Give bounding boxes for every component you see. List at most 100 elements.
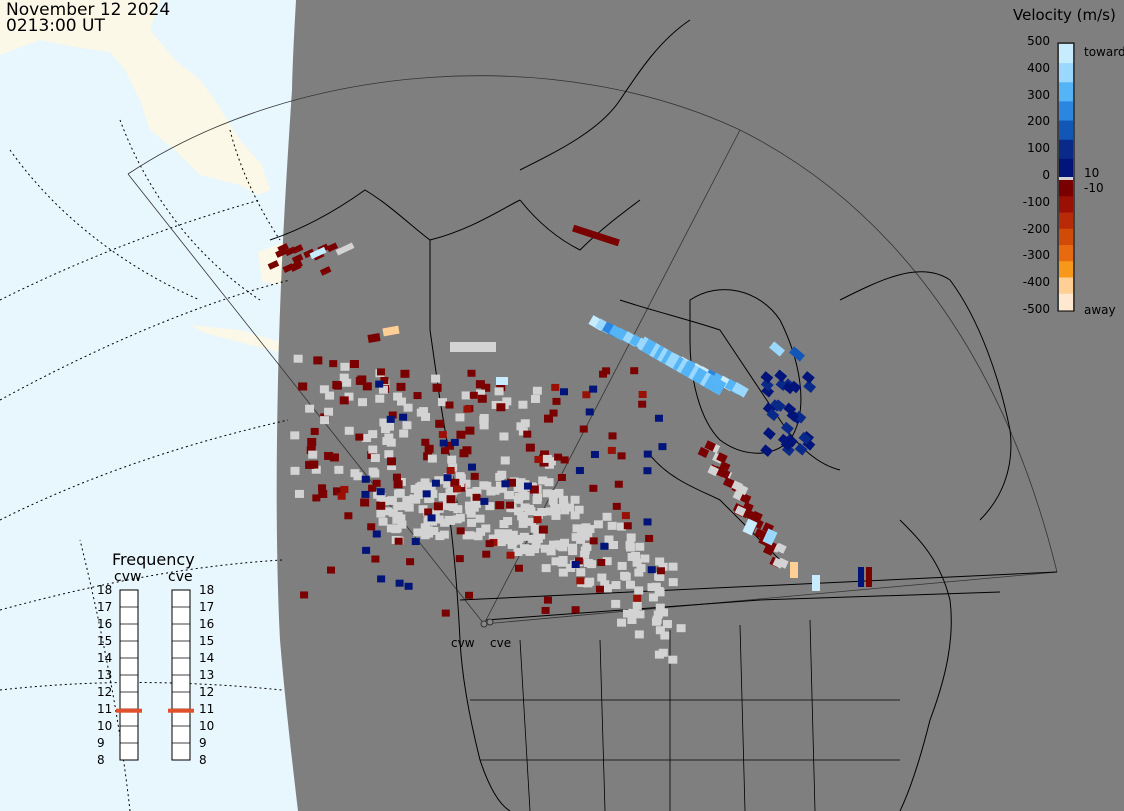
velocity-cell (329, 453, 339, 462)
velocity-cell (532, 386, 542, 395)
velocity-cell (472, 493, 481, 501)
velocity-cell (443, 474, 452, 482)
velocity-cell (455, 413, 465, 422)
velocity-cell (277, 243, 289, 253)
velocity-cell (513, 495, 523, 504)
velocity-cell (446, 466, 455, 474)
velocity-cell (518, 400, 528, 409)
site-cve-marker (486, 618, 494, 626)
velocity-cell (655, 557, 665, 566)
velocity-cell (533, 510, 543, 519)
velocity-cell (355, 433, 364, 441)
velocity-cell (647, 566, 656, 574)
velocity-cell (576, 577, 585, 585)
velocity-cell (267, 260, 280, 270)
frequency-tick-label: 17 (199, 600, 215, 614)
velocity-cell (559, 500, 569, 509)
velocity-cell (486, 487, 496, 496)
cvw-frequency-marker (116, 708, 142, 713)
velocity-cell (628, 608, 638, 617)
velocity-cell (643, 518, 652, 526)
velocity-cell (307, 437, 317, 446)
colorbar-swatch-toward (1059, 158, 1073, 179)
state-borders (470, 619, 900, 811)
velocity-cell (760, 378, 774, 392)
velocity-cell (496, 538, 506, 547)
velocity-cell (413, 392, 422, 400)
velocity-cell (384, 433, 394, 442)
velocity-cell (560, 506, 570, 515)
velocity-cell (305, 460, 315, 469)
velocity-cell (668, 578, 678, 587)
velocity-cell (424, 508, 433, 516)
velocity-cell (647, 583, 657, 592)
frequency-tick-label: 18 (97, 583, 113, 597)
velocity-cell (445, 401, 454, 409)
velocity-cell (305, 404, 315, 413)
velocity-cell (866, 567, 872, 587)
velocity-cell (294, 489, 304, 498)
colorbar-swatch-toward (1059, 120, 1073, 141)
velocity-cell (395, 489, 405, 498)
velocity-cell (774, 369, 788, 383)
colorbar-tick-label: 0 (1042, 168, 1050, 182)
velocity-cell (508, 530, 518, 539)
frequency-tick-label: 13 (199, 668, 215, 682)
velocity-cell (636, 564, 646, 573)
velocity-cell (425, 494, 435, 503)
velocity-cell (384, 422, 394, 431)
velocity-cell (311, 465, 321, 474)
velocity-cell (438, 493, 448, 502)
frequency-tick-label: 17 (97, 600, 113, 614)
site-label-cvw: cvw (451, 636, 475, 650)
velocity-cell (542, 454, 552, 463)
velocity-cell (635, 542, 645, 551)
velocity-cell (513, 536, 523, 545)
velocity-cell (424, 444, 434, 453)
velocity-cell (513, 548, 523, 557)
velocity-cell (549, 489, 559, 498)
velocity-cell (324, 451, 334, 460)
velocity-cell (736, 484, 749, 496)
velocity-cell (531, 540, 541, 549)
velocity-cell (465, 488, 475, 497)
colorbar-swatch-away (1059, 277, 1073, 295)
velocity-cell (634, 586, 644, 595)
sunlit-land (0, 0, 270, 195)
velocity-cell (519, 532, 529, 541)
velocity-cell (570, 511, 580, 520)
velocity-cell (604, 535, 614, 544)
velocity-cell (782, 381, 796, 395)
velocity-cell (739, 492, 752, 504)
velocity-cell (482, 481, 492, 490)
velocity-cell (402, 496, 412, 505)
velocity-cell (318, 484, 327, 492)
velocity-cell (780, 421, 794, 435)
velocity-cell (473, 532, 483, 541)
velocity-cell (403, 403, 413, 412)
velocity-cell (551, 383, 560, 391)
velocity-cell (769, 341, 785, 357)
velocity-cell (394, 537, 403, 545)
velocity-cell (370, 454, 380, 463)
velocity-cell (722, 477, 735, 489)
velocity-cell (550, 504, 560, 513)
velocity-cell (312, 494, 321, 502)
velocity-cell (456, 527, 465, 535)
velocity-cell (602, 512, 612, 521)
velocity-cell (632, 601, 642, 610)
velocity-cell (340, 362, 350, 371)
velocity-cell (384, 450, 394, 459)
velocity-cell (643, 467, 652, 475)
velocity-cell (558, 555, 568, 564)
velocity-cell (612, 502, 621, 510)
frequency-tick-label: 16 (97, 617, 113, 631)
velocity-cell (344, 392, 354, 401)
velocity-cell (655, 626, 665, 635)
date-label: November 12 2024 (6, 0, 171, 20)
velocity-cell (355, 376, 365, 385)
velocity-cell (289, 262, 302, 272)
velocity-cell (536, 531, 546, 540)
frequency-tick-label: 9 (97, 736, 105, 750)
velocity-cell (386, 524, 396, 533)
